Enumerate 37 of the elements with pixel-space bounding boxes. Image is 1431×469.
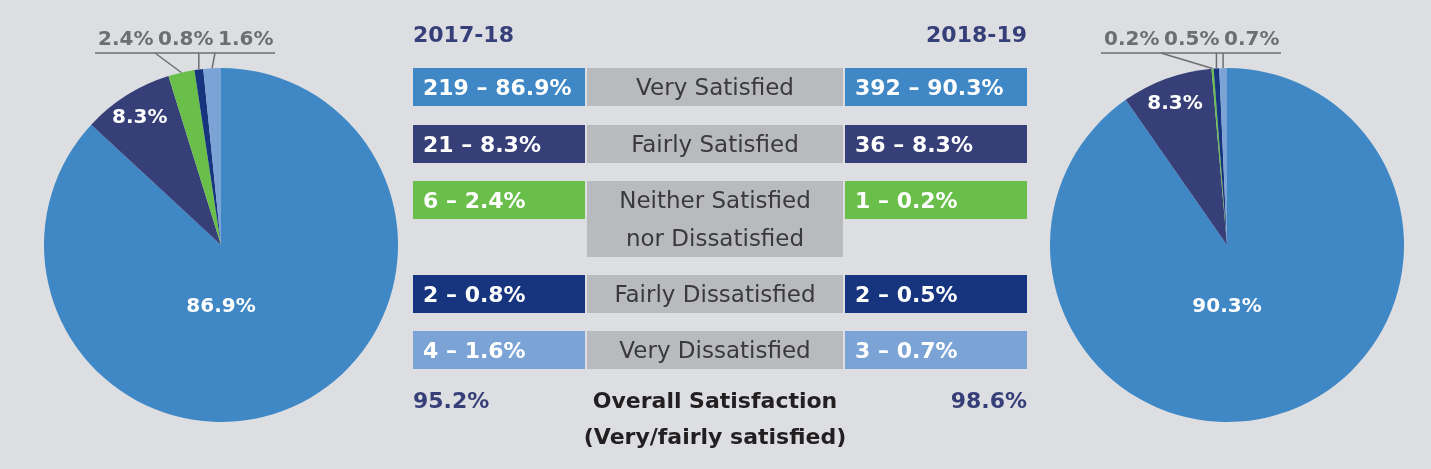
data-label: 8.3%: [112, 104, 168, 129]
pie-slice: [168, 70, 221, 245]
data-label: 2.4%: [98, 26, 154, 50]
pie-slice: [91, 75, 221, 245]
data-label: 0.8%: [158, 26, 214, 50]
text: 98.6%: [950, 388, 1027, 413]
text: 2 – 0.5%: [845, 275, 1027, 313]
data-label: 8.3%: [1147, 89, 1203, 114]
data-label: 0.2%: [1104, 26, 1160, 50]
data-label: 1.6%: [218, 26, 274, 50]
text: Neither Satisfied nor Dissatisfied: [587, 181, 843, 257]
text: Fairly Satisfied: [587, 125, 843, 163]
data-label: 0.5%: [1164, 26, 1220, 50]
text: 4 – 1.6%: [413, 331, 585, 369]
text: 95.2%: [413, 388, 490, 413]
text: 1 – 0.2%: [845, 181, 1027, 219]
pie-slice: [44, 68, 398, 422]
text: 219 – 86.9%: [413, 68, 585, 106]
text: 21 – 8.3%: [413, 125, 585, 163]
text: Overall Satisfaction: [591, 388, 839, 413]
text: 2017-18: [413, 22, 514, 47]
text: Very Satisfied: [587, 68, 843, 106]
text: 2018-19: [926, 22, 1027, 47]
text: 6 – 2.4%: [413, 181, 585, 219]
text: Fairly Dissatisfied: [587, 275, 843, 313]
text: (Very/fairly satisfied): [582, 424, 848, 449]
data-label: 90.3%: [1192, 293, 1262, 317]
text: 2 – 0.8%: [413, 275, 585, 313]
text: 392 – 90.3%: [845, 68, 1027, 106]
text: Very Dissatisfied: [587, 331, 843, 369]
text: 36 – 8.3%: [845, 125, 1027, 163]
data-label: 0.7%: [1224, 26, 1280, 50]
text: 3 – 0.7%: [845, 331, 1027, 369]
pie-slice: [1050, 68, 1404, 422]
pie-slice: [1125, 68, 1227, 245]
data-label: 86.9%: [186, 293, 256, 317]
pie-slice: [194, 68, 221, 245]
